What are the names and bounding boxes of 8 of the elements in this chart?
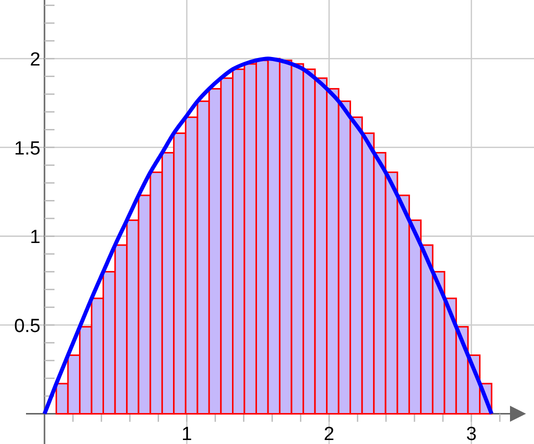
x-tick-label: 3: [466, 424, 477, 444]
y-tick-label: 1: [30, 227, 40, 248]
y-tick-label: 1.5: [14, 138, 40, 160]
line-series: [42, 56, 494, 416]
y-tick-label: 0.5: [14, 316, 40, 338]
y-tick-label: 2: [30, 50, 40, 71]
x-tick-label: 1: [182, 424, 192, 444]
x-tick-label: 2: [324, 424, 334, 444]
